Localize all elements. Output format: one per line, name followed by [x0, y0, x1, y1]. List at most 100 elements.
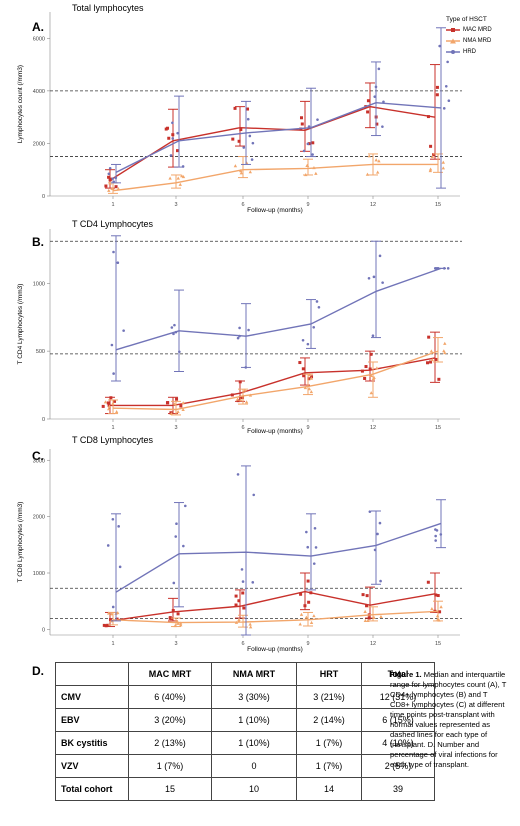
data-point-nma [235, 397, 240, 401]
table-row: VZV 1 (7%) 0 1 (7%) 2 (5%) [55, 754, 435, 778]
data-point-nma [363, 618, 368, 623]
caption-label: Figure 1. [390, 670, 422, 679]
data-point-hrd [367, 276, 371, 280]
y-tick-label: 0 [42, 417, 45, 423]
data-point-hrd [434, 534, 437, 538]
data-point-nma [239, 171, 243, 175]
panel-letter: C. [32, 449, 44, 463]
data-point-mac [234, 594, 238, 598]
table-cell: 3 (21%) [296, 685, 362, 709]
data-point-nma [298, 622, 302, 626]
data-point-nma [299, 612, 304, 616]
data-point-nma [309, 620, 314, 625]
panel-title: T CD8 Lymphocytes [72, 435, 154, 445]
data-point-mac [106, 401, 110, 405]
data-point-nma [248, 622, 252, 626]
chart-cd4-lymphocytes: 0 500 1000 1 3 6 9 12 15 Follow-up (months) T CD4 … [17, 229, 462, 435]
data-point-mac [114, 185, 118, 189]
data-point-mac [365, 604, 369, 608]
data-point-mac [426, 580, 430, 584]
x-tick-label: 15 [435, 425, 441, 431]
data-point-mac [170, 617, 174, 621]
table-row: EBV 3 (20%) 1 (10%) 2 (14%) 6 (15%) [55, 708, 435, 732]
table-cell: 6 (40%) [128, 685, 212, 709]
data-point-hrd [302, 149, 306, 153]
data-point-nma [430, 155, 435, 159]
data-point-mac [364, 365, 368, 369]
data-point-nma [307, 387, 312, 391]
y-tick-label: 4000 [33, 89, 45, 95]
data-point-mac [311, 141, 315, 145]
x-tick-label: 9 [306, 641, 309, 647]
data-point-mac [101, 404, 105, 408]
data-point-hrd [240, 568, 244, 571]
data-point-hrd [170, 326, 174, 329]
data-point-mac [104, 184, 108, 188]
panel-b: B. T CD4 Lymphocytes 0 500 1000 1 3 6 9 12 15 Fol… [0, 215, 520, 435]
data-point-nma [303, 385, 308, 390]
data-point-mac [166, 401, 170, 405]
data-point-mac [236, 399, 240, 403]
data-point-nma [179, 623, 183, 627]
data-point-hrd [238, 326, 241, 330]
data-point-nma [314, 171, 318, 175]
data-point-hrd [434, 539, 437, 542]
table-header-cell: MAC MRT [128, 662, 212, 686]
data-point-mac [167, 136, 171, 140]
data-point-mac [104, 624, 108, 628]
data-point-mac [299, 592, 303, 596]
data-point-hrd [251, 141, 255, 145]
data-point-nma [443, 350, 447, 355]
data-point-mac [301, 367, 305, 371]
data-point-mac [307, 600, 311, 604]
table-header-cell: Total [361, 662, 435, 686]
data-point-hrd [248, 134, 252, 138]
data-point-nma [367, 154, 371, 158]
y-axis-label: Lymphocytes count (/mm3) [17, 65, 24, 143]
data-point-mac [434, 593, 438, 597]
data-point-hrd [169, 154, 173, 157]
median-line [112, 350, 439, 411]
data-point-mac [429, 144, 433, 148]
data-point-hrd [314, 546, 318, 549]
table-cell: 12 (31%) [361, 685, 435, 709]
data-point-nma [428, 169, 433, 173]
table-cell: 14 [296, 777, 362, 801]
data-point-hrd [381, 281, 384, 284]
x-tick-label: 12 [370, 641, 376, 647]
legend-item-nma: NMA MRD [446, 38, 492, 44]
legend-swatch-nma [446, 38, 460, 44]
x-tick-label: 3 [174, 202, 177, 208]
table-cell: 1 (7%) [296, 731, 362, 755]
data-point-nma [169, 411, 174, 416]
data-point-nma [233, 164, 238, 168]
legend-label: NMA MRD [463, 38, 492, 44]
data-point-nma [375, 366, 379, 370]
panel-letter-d: D. [32, 664, 44, 678]
data-point-mac [237, 599, 241, 603]
data-point-hrd [312, 562, 316, 565]
data-point-hrd [176, 131, 179, 135]
data-point-hrd [447, 99, 451, 103]
data-point-nma [180, 174, 184, 178]
data-point-nma [304, 615, 309, 619]
data-point-hrd [311, 153, 314, 156]
data-point-hrd [118, 565, 122, 569]
data-point-hrd [252, 493, 256, 497]
data-point-nma [443, 341, 447, 345]
data-point-hrd [172, 581, 176, 585]
data-point-hrd [435, 529, 439, 532]
data-point-mac [113, 399, 117, 403]
x-tick-label: 15 [435, 641, 441, 647]
data-point-mac [176, 612, 180, 616]
data-point-nma [109, 612, 114, 616]
data-point-nma [312, 614, 316, 618]
data-point-mac [299, 116, 303, 120]
data-point-mac [115, 617, 119, 621]
data-point-nma [248, 625, 253, 629]
chart-total-lymphocytes: 0 2000 4000 6000 1 3 6 9 12 15 Follow-up (months) L… [17, 12, 462, 214]
data-point-hrd [317, 306, 321, 309]
x-axis-label: Follow-up (months) [247, 646, 303, 653]
data-point-hrd [381, 125, 384, 128]
x-tick-label: 12 [370, 202, 376, 208]
